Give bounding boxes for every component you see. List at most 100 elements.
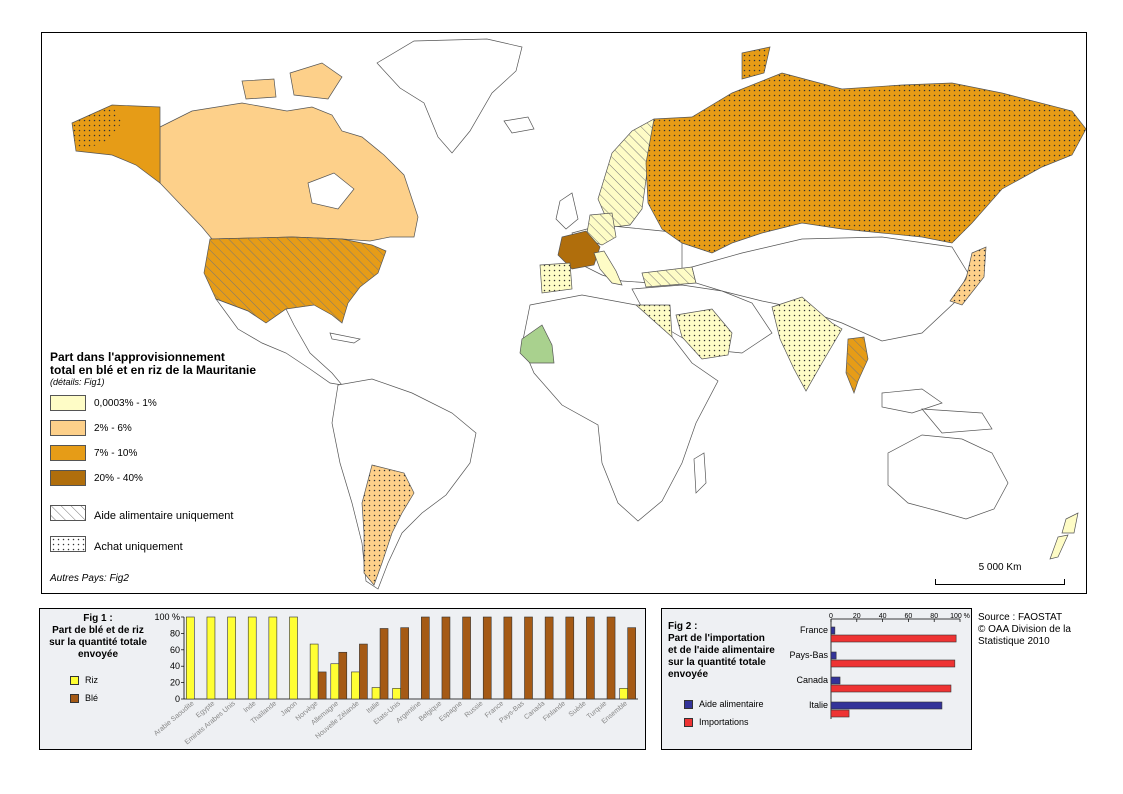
fig1-bar-riz	[371, 687, 381, 700]
legend-label-4: 20% - 40%	[94, 473, 143, 484]
fig1-title-line1: Fig 1 :	[83, 613, 113, 624]
scale-bar: 5 000 Km	[935, 559, 1065, 589]
fig1-legend-riz-swatch	[70, 676, 79, 686]
fig2-legend-imp: Importations	[684, 717, 764, 735]
fig2-title-line2: Part de l'importation	[668, 633, 765, 644]
legend-title-line1: Part dans l'approvisionnement	[50, 350, 225, 364]
legend-class-3: 7% - 10%	[50, 443, 310, 468]
fig1-title-line4: envoyée	[77, 649, 119, 660]
fig1-bar-riz	[619, 688, 628, 700]
legend-details: (détails: Fig1)	[50, 377, 105, 387]
legend-class-4: 20% - 40%	[50, 468, 310, 493]
fig2-chart: 0 20 40 60 80 100 % France Pays-Bas Canada Italie	[789, 613, 970, 719]
fig2-legend-imp-label: Importations	[699, 717, 749, 727]
fig1-bar-ble	[400, 627, 409, 700]
fig1-bar-ble	[524, 616, 533, 700]
fig2-legend-aide-swatch	[684, 700, 693, 710]
australia-shape	[887, 434, 1009, 520]
legend-aid-only-label: Aide alimentaire uniquement	[94, 510, 234, 522]
fig1-bar-riz	[206, 616, 216, 700]
legend-label-3: 7% - 10%	[94, 448, 138, 459]
fig2-bar-importations	[830, 709, 850, 718]
fig2-title: Fig 2 : Part de l'importation et de l'ai…	[668, 621, 775, 681]
fig1-bar-ble	[503, 616, 513, 700]
fig2-bar-aide	[830, 626, 836, 635]
fig1-ytick-label: 100 %	[154, 612, 180, 622]
fig1-category-label: Espagne	[438, 700, 464, 723]
fig1-legend-ble-label: Blé	[85, 693, 99, 703]
fig1-ytick-label: 80	[170, 628, 180, 638]
fig2-xtick-label: 0	[829, 613, 833, 620]
legend-swatch-3	[50, 445, 86, 461]
canada-shape	[159, 102, 419, 242]
fig2-legend-aide-label: Aide alimentaire	[699, 699, 764, 709]
fig2-title-line1: Fig 2 :	[668, 621, 698, 632]
fig1-ytick-label: 60	[170, 645, 180, 655]
legend-purchase-only-label: Achat uniquement	[94, 541, 183, 553]
fig2-title-line5: envoyée	[668, 669, 709, 680]
greenland-shape	[376, 38, 523, 154]
fig1-title-line2: Part de blé et de riz	[52, 625, 144, 636]
fig1-bar-riz	[227, 616, 236, 700]
fig1-bar-ble	[359, 643, 368, 700]
fig2-category-label: Pays-Bas	[789, 650, 828, 660]
fig1-bar-ble	[586, 616, 595, 700]
fig1-bar-ble	[544, 616, 554, 700]
fig1-bar-ble	[627, 627, 636, 700]
fig1-legend-ble-swatch	[70, 694, 79, 704]
fig1-bar-riz	[309, 643, 319, 700]
fig2-xtick-label: 20	[853, 613, 861, 620]
fig2-bar-importations	[830, 659, 956, 668]
world-map: Part dans l'approvisionnement total en b…	[41, 32, 1087, 594]
fig1-bar-riz	[268, 616, 278, 700]
fig1-bar-riz	[289, 616, 298, 700]
fig1-bar-ble	[338, 651, 348, 700]
fig1-bar-riz	[186, 616, 195, 700]
legend-purchase-only: Achat uniquement	[50, 536, 310, 561]
fig1-bar-ble	[421, 616, 430, 700]
fig1-category-label: Arabie Saoudite	[153, 700, 196, 737]
asia-shape	[691, 236, 969, 342]
fig2-legend-aide: Aide alimentaire	[684, 699, 764, 717]
legend-swatch-4	[50, 470, 86, 486]
fig1-category-label: Inde	[243, 700, 258, 714]
fig2-panel: Fig 2 : Part de l'importation et de l'ai…	[661, 608, 972, 750]
legend-aid-only: Aide alimentaire uniquement	[50, 505, 310, 530]
fig2-bar-aide	[830, 676, 841, 685]
source-note: Source : FAOSTAT © OAA Division de la St…	[978, 612, 1071, 648]
fig1-bar-ble	[565, 616, 575, 700]
fig2-category-label: Canada	[796, 675, 828, 685]
mexico-shape	[215, 298, 343, 386]
scale-label: 5 000 Km	[978, 562, 1022, 573]
fig1-bar-riz	[351, 671, 360, 700]
fig1-legend: Riz Blé	[70, 675, 98, 711]
source-line1: Source : FAOSTAT	[978, 612, 1063, 623]
fig1-legend-riz-label: Riz	[85, 675, 98, 685]
fig2-xtick-label: 100 %	[950, 613, 970, 620]
fig1-title: Fig 1 : Part de blé et de riz sur la qua…	[42, 613, 154, 661]
fig2-bar-aide	[830, 701, 943, 710]
legend-swatch-1	[50, 395, 86, 411]
legend-swatch-2	[50, 420, 86, 436]
fig1-title-line3: sur la quantité totale	[49, 637, 147, 648]
fig1-legend-ble: Blé	[70, 693, 98, 711]
fig1-ytick-label: 20	[170, 678, 180, 688]
legend-label-1: 0,0003% - 1%	[94, 398, 157, 409]
fig1-bar-ble	[441, 616, 451, 700]
fig2-bar-importations	[830, 634, 957, 643]
fig2-bar-importations	[830, 684, 952, 693]
fig2-title-line3: et de l'aide alimentaire	[668, 645, 775, 656]
fig1-bar-ble	[482, 616, 492, 700]
fig1-ytick-label: 40	[170, 661, 180, 671]
source-line3: Statistique 2010	[978, 636, 1050, 647]
fig2-xtick-label: 80	[930, 613, 938, 620]
mauritania-shape	[519, 324, 555, 364]
fig1-bar-riz	[330, 663, 340, 700]
fig1-bar-riz	[392, 688, 401, 700]
fig2-category-label: France	[800, 625, 828, 635]
others-note: Autres Pays: Fig2	[50, 573, 129, 584]
fig1-category-label: Suède	[568, 700, 588, 718]
fig2-category-label: Italie	[809, 700, 828, 710]
scale-line	[935, 579, 1065, 585]
